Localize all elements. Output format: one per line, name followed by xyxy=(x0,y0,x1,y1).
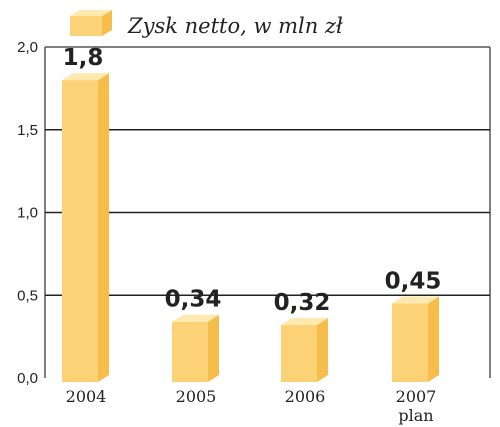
bar-front xyxy=(62,80,98,382)
bar xyxy=(281,318,328,382)
legend-label: Zysk netto, w mln zł xyxy=(127,14,343,38)
bar-top xyxy=(281,318,328,326)
x-tick-sublabel: plan xyxy=(398,406,433,425)
bar xyxy=(172,314,219,382)
bar-top xyxy=(172,314,219,322)
legend-swatch xyxy=(70,10,112,36)
value-labels: 1,8 0,34 0,32 0,45 xyxy=(63,45,442,316)
bar-side xyxy=(98,73,109,382)
x-tick-label: 2006 xyxy=(285,387,326,406)
bar-value-label: 0,32 xyxy=(274,290,331,316)
bar-value-label: 0,45 xyxy=(385,269,442,295)
bar-top xyxy=(62,73,109,81)
bar-top xyxy=(392,296,439,304)
y-tick-label: 0,5 xyxy=(17,287,38,304)
bar-front xyxy=(281,325,317,382)
x-tick-label: 2007 xyxy=(396,387,437,406)
bar xyxy=(62,73,109,382)
bar-front xyxy=(172,321,208,382)
bar-front xyxy=(392,303,428,382)
bar xyxy=(392,296,439,382)
y-tick-label: 0,0 xyxy=(17,370,38,387)
y-tick-label: 2,0 xyxy=(17,39,38,56)
y-tick-label: 1,5 xyxy=(17,122,38,139)
y-axis-ticks: 0,0 0,5 1,0 1,5 2,0 xyxy=(17,39,38,387)
bar-value-label: 1,8 xyxy=(63,45,104,71)
y-tick-label: 1,0 xyxy=(17,205,38,222)
x-tick-label: 2005 xyxy=(176,387,217,406)
bar-side xyxy=(317,318,328,382)
legend: Zysk netto, w mln zł xyxy=(70,10,343,38)
bar-side xyxy=(428,296,439,382)
bars xyxy=(62,73,439,382)
bar-side xyxy=(208,314,219,382)
x-tick-label: 2004 xyxy=(66,387,107,406)
bar-value-label: 0,34 xyxy=(165,287,222,313)
